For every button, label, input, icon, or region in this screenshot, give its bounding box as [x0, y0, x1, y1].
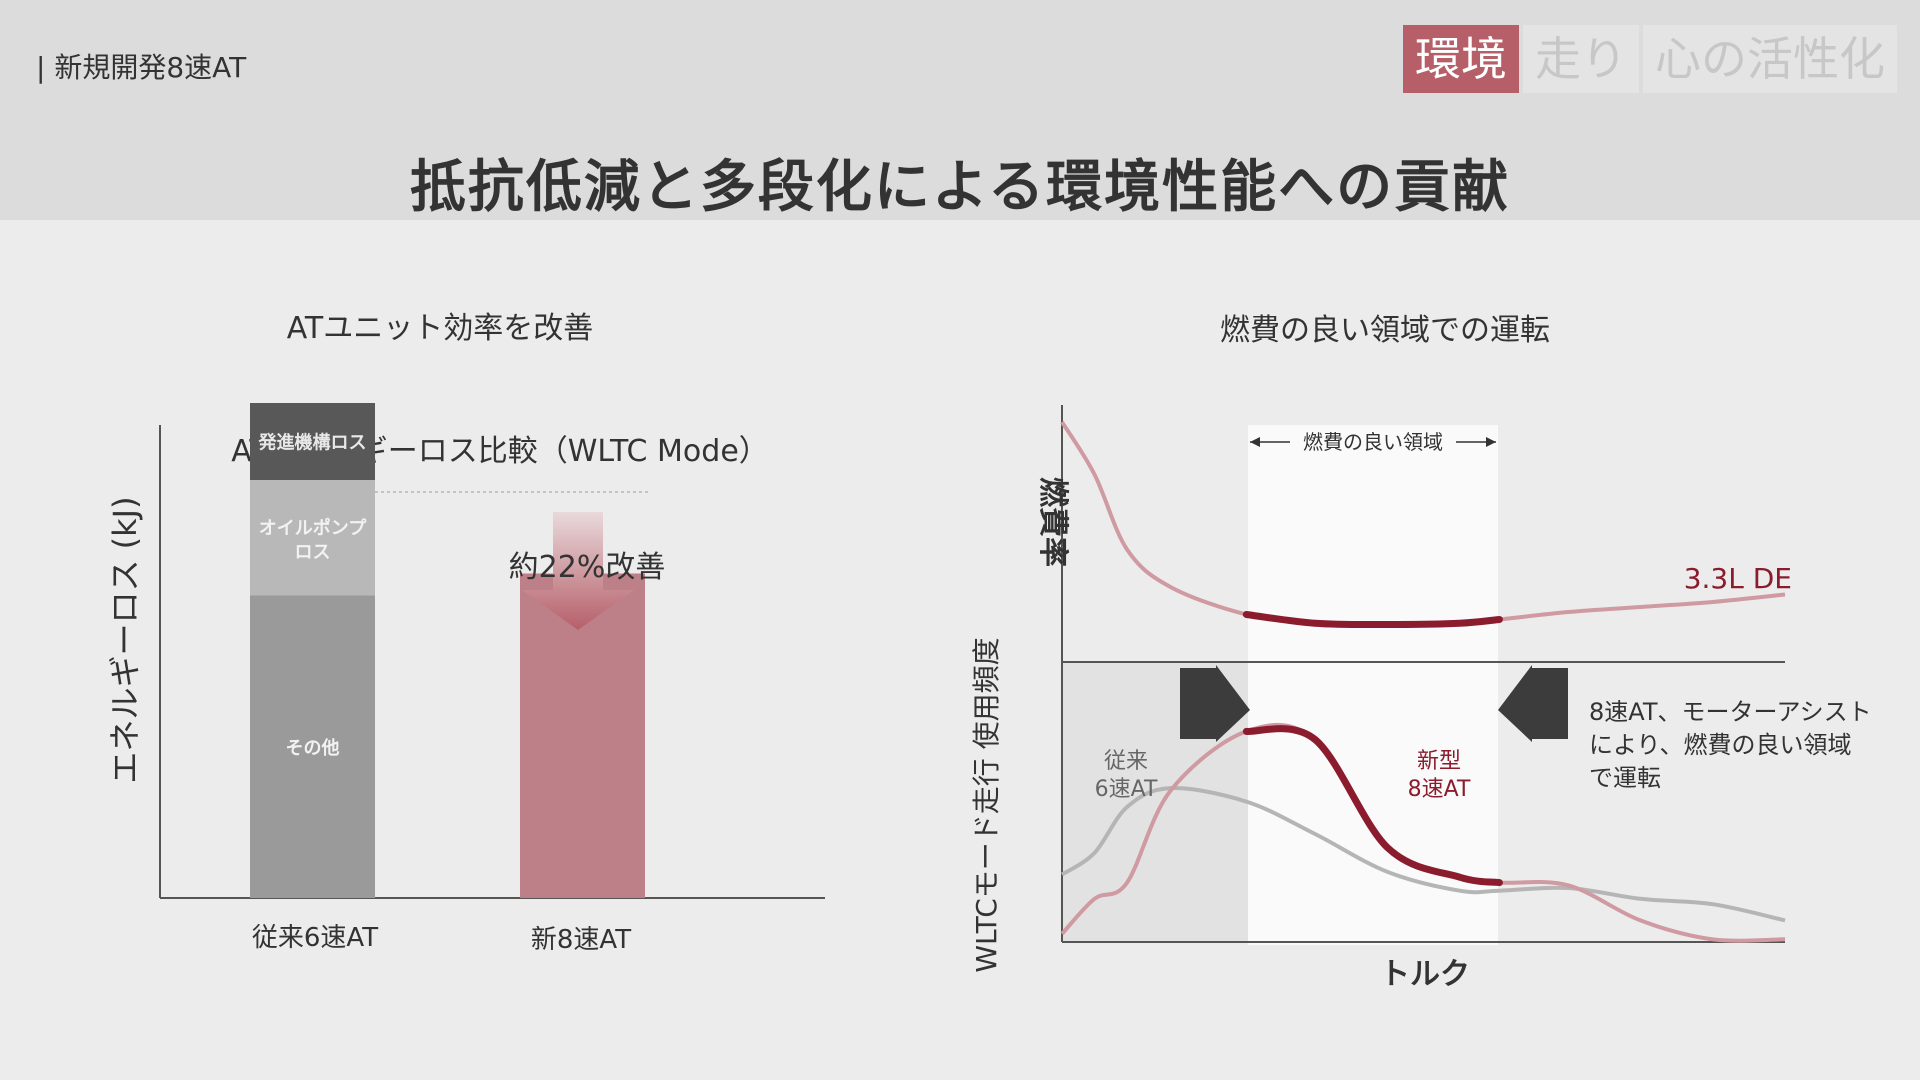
- bar-category-label-new: 新8速AT: [531, 925, 631, 955]
- note-line3: で運転: [1589, 764, 1661, 792]
- torque-usage-chart: 燃費の良い領域 燃費率 WLTCモード走行 使用頻度 トルク 3.3L DE 従…: [900, 0, 1920, 1080]
- energy-loss-bar-chart: ATエネルギーロス比較（WLTC Mode） エネルギーロス (kJ) その他オ…: [0, 0, 900, 1080]
- lower-y-label-line1: WLTCモード走行 使用頻度: [970, 637, 1003, 972]
- segment-label-oil-pump-line2: ロス: [295, 542, 331, 563]
- conventional-label-line1: 従来: [1104, 749, 1148, 774]
- segment-label-oil-pump-line1: オイルポンプ: [259, 517, 367, 539]
- push-arrow-right: [1498, 665, 1568, 742]
- conventional-label-line2: 6速AT: [1095, 777, 1158, 802]
- note-line1: 8速AT、モーターアシスト: [1589, 698, 1872, 726]
- improvement-annotation: 約22%改善: [509, 550, 666, 585]
- new-label-line2: 8速AT: [1408, 777, 1471, 802]
- x-axis-label: トルク: [1380, 957, 1470, 992]
- new-label-line1: 新型: [1417, 749, 1461, 774]
- segment-label-2: 発進機構ロス: [258, 432, 367, 454]
- bar-category-label-conventional: 従来6速AT: [252, 923, 378, 953]
- bar-chart-ylabel: エネルギーロス (kJ): [106, 496, 144, 783]
- engine-label: 3.3L DE: [1684, 562, 1792, 595]
- segment-label-0: その他: [286, 737, 340, 759]
- band-label: 燃費の良い領域: [1303, 430, 1443, 454]
- upper-y-label: 燃費率: [1035, 477, 1070, 567]
- note-line2: により、燃費の良い領域: [1589, 731, 1852, 759]
